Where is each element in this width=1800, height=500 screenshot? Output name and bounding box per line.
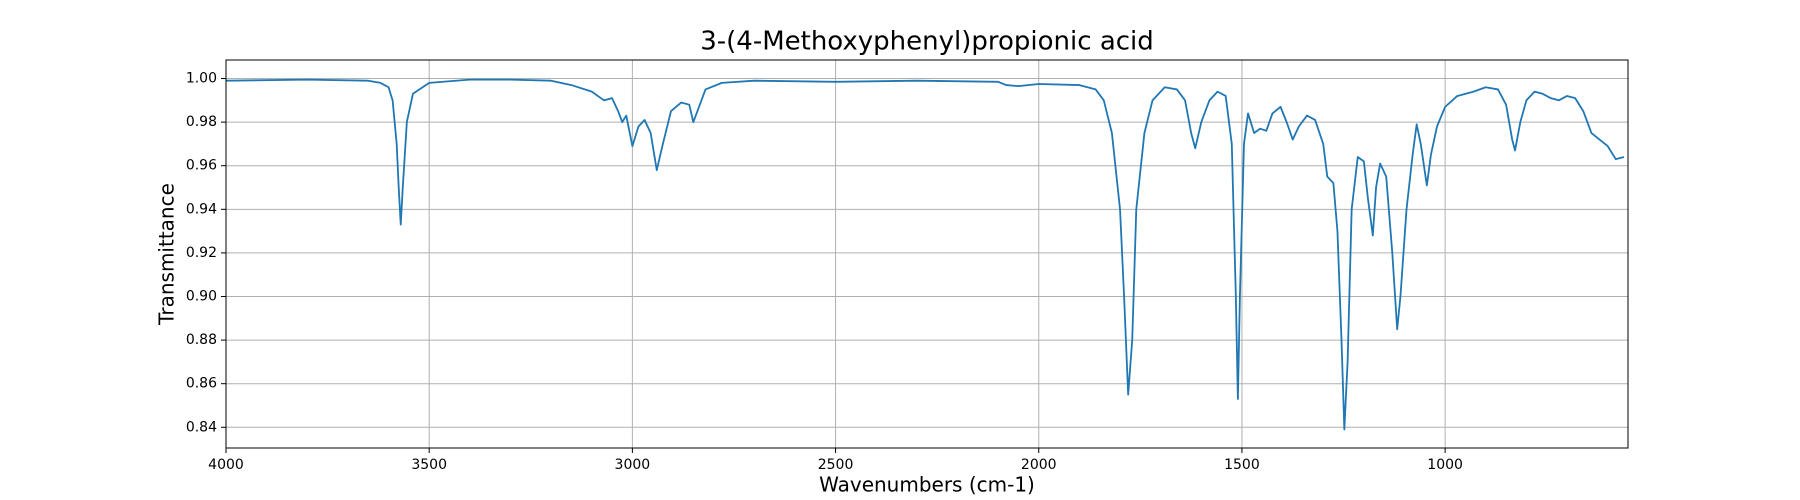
chart-title: 3-(4-Methoxyphenyl)propionic acid <box>700 27 1154 57</box>
x-tick-label: 2000 <box>1021 457 1057 473</box>
y-tick-label: 0.84 <box>186 419 217 435</box>
y-tick-label: 0.86 <box>186 376 217 392</box>
y-tick-label: 1.00 <box>186 71 217 87</box>
x-tick-label: 1500 <box>1224 457 1260 473</box>
y-tick-label: 0.90 <box>186 289 217 305</box>
x-tick-label: 3000 <box>615 457 651 473</box>
y-tick-label: 0.94 <box>186 201 217 217</box>
x-tick-label: 2500 <box>818 457 854 473</box>
plot-frame <box>225 59 1629 449</box>
x-tick-label: 1000 <box>1427 457 1463 473</box>
x-tick-label: 4000 <box>208 457 244 473</box>
x-axis-label: Wavenumbers (cm-1) <box>819 473 1035 497</box>
y-tick-label: 0.98 <box>186 114 217 130</box>
y-tick-label: 0.96 <box>186 158 217 174</box>
y-axis-label: Transmittance <box>155 183 179 326</box>
spectrum-line <box>225 78 1625 431</box>
x-tick-label: 3500 <box>411 457 447 473</box>
y-tick-label: 0.88 <box>186 332 217 348</box>
y-tick-label: 0.92 <box>186 245 217 261</box>
